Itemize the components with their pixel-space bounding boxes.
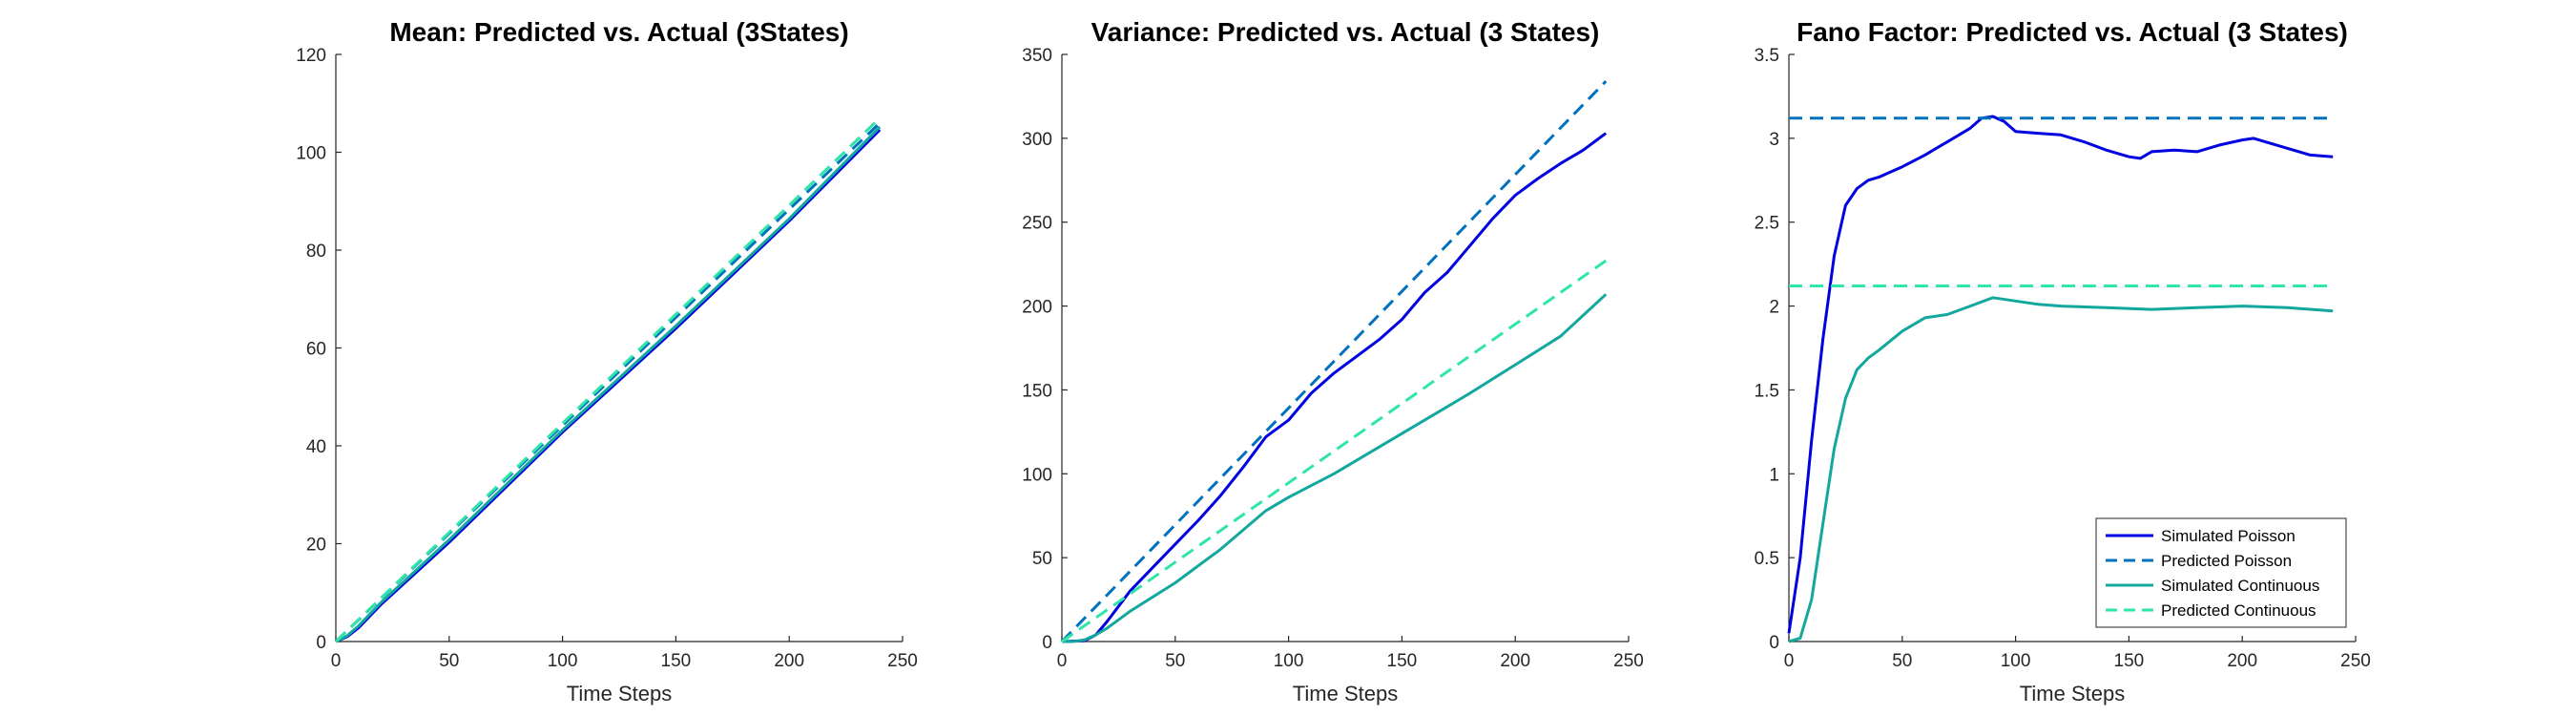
chart-1-y-tick-label-6: 120 [296,46,326,66]
chart-1-y-tick-label-3: 60 [306,340,326,360]
chart-2-series-3 [1062,293,1608,643]
chart-3-y-tick-label-2: 1 [1769,465,1779,485]
chart-2-x-tick-label-4: 200 [1500,651,1530,671]
chart-3-x-tick-label-4: 200 [2227,651,2257,671]
chart-1-title: Mean: Predicted vs. Actual (3States) [389,17,848,47]
chart-3-series-1 [1787,115,2334,634]
chart-3-x-tick-label-0: 0 [1784,651,1795,671]
chart-3-x-tick-label-2: 100 [2001,651,2031,671]
chart-3-legend: Simulated Poisson Predicted Poisson Simula… [2095,517,2347,628]
chart-2-series-4 [1061,259,1608,643]
chart-2-y-tick-label-7: 350 [1022,46,1052,66]
chart-1-y-tick-label-1: 20 [306,536,326,556]
chart-1-x-axis-label: Time Steps [567,682,672,705]
chart-2-y-tick-label-4: 200 [1022,298,1052,318]
chart-3-y-tick-label-6: 3 [1769,130,1779,150]
chart-2: 0 50 100 150 200 250 0 50 100 150 200 250 300 350 Vari… [1022,17,1644,705]
chart-1-series-3 [335,125,882,643]
chart-2-y-tick-label-2: 100 [1022,465,1052,485]
chart-2-title: Variance: Predicted vs. Actual (3 States… [1091,17,1600,47]
chart-3-title: Fano Factor: Predicted vs. Actual (3 Sta… [1797,17,2348,47]
chart-2-y-tick-label-5: 250 [1022,214,1052,234]
chart-3-y-tick-label-4: 2 [1769,298,1779,318]
chart-3-legend-label-4: Predicted Continuous [2161,601,2316,620]
chart-2-series-2 [1060,80,1608,643]
chart-2-x-tick-label-0: 0 [1057,651,1068,671]
chart-2-x-tick-label-1: 50 [1165,651,1185,671]
chart-2-series-1 [1061,132,1608,643]
chart-1-series-4 [334,116,882,643]
chart-3-legend-label-3: Simulated Continuous [2161,577,2319,595]
chart-3-x-tick-label-1: 50 [1892,651,1912,671]
chart-2-x-axis-label: Time Steps [1293,682,1398,705]
chart-3-legend-label-1: Simulated Poisson [2161,527,2296,545]
chart-3-y-tick-label-3: 1.5 [1755,381,1779,401]
chart-1-x-tick-label-1: 50 [439,651,459,671]
chart-3-x-tick-label-5: 250 [2340,651,2371,671]
chart-1-y-tick-label-2: 40 [306,437,326,457]
chart-3-y-tick-label-0: 0 [1769,633,1779,653]
chart-2-y-tick-label-3: 150 [1022,381,1052,401]
chart-3-x-tick-label-3: 150 [2114,651,2145,671]
chart-1-y-tick-label-5: 100 [296,144,326,164]
chart-1-y-tick-label-4: 80 [306,242,326,262]
chart-1-y-tick-label-0: 0 [316,633,326,653]
chart-3-y-tick-label-5: 2.5 [1755,214,1779,234]
chart-2-y-tick-label-0: 0 [1042,633,1052,653]
chart-2-y-tick-label-1: 50 [1032,549,1052,569]
chart-1: 0 50 100 150 200 250 0 20 40 60 80 100 120 Mean: Pred… [296,17,918,705]
chart-1-x-tick-label-3: 150 [661,651,692,671]
chart-1-x-tick-label-4: 200 [774,651,804,671]
chart-1-x-tick-label-0: 0 [331,651,342,671]
chart-3-series-3 [1788,296,2334,643]
chart-1-x-tick-label-2: 100 [548,651,578,671]
chart-3: 0 50 100 150 200 250 0 0.5 1 1.5 2 2.5 3 3.5 Fano Fact… [1755,17,2371,705]
chart-2-x-tick-label-5: 250 [1613,651,1644,671]
chart-2-x-tick-label-3: 150 [1387,651,1418,671]
chart-3-y-tick-label-1: 0.5 [1755,549,1779,569]
chart-3-x-axis-label: Time Steps [2020,682,2125,705]
chart-1-x-tick-label-5: 250 [887,651,918,671]
chart-2-y-tick-label-6: 300 [1022,130,1052,150]
chart-2-x-tick-label-2: 100 [1274,651,1304,671]
chart-3-legend-label-2: Predicted Poisson [2161,552,2292,570]
chart-3-y-tick-label-7: 3.5 [1755,46,1779,66]
